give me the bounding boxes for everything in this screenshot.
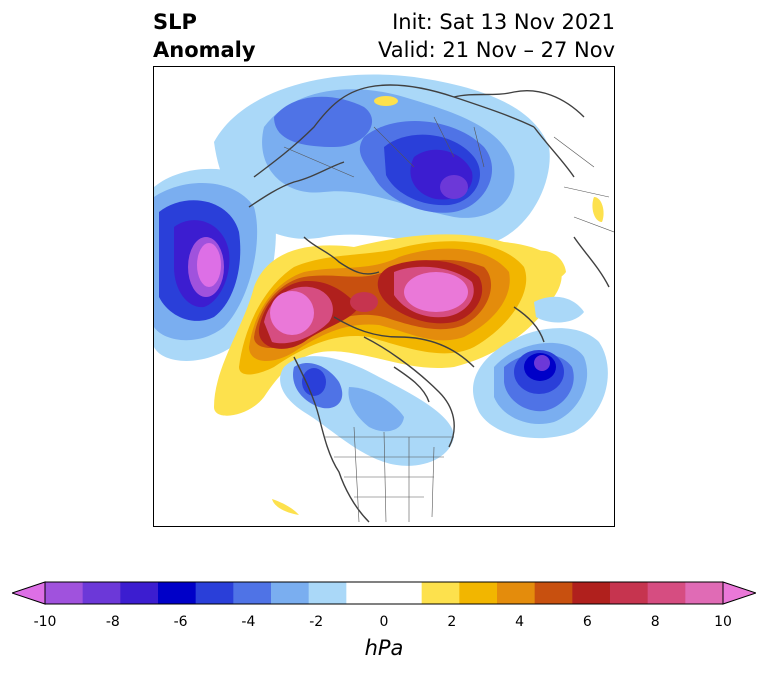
colorbar-segment bbox=[610, 582, 649, 604]
colorbar-extend-min bbox=[12, 581, 46, 605]
title-line-anomaly: Anomaly bbox=[153, 38, 256, 62]
colorbar-tick-label: -10 bbox=[33, 614, 57, 630]
colorbar-tick-label: 4 bbox=[515, 614, 525, 630]
colorbar-segment bbox=[271, 582, 310, 604]
colorbar-segment bbox=[158, 582, 197, 604]
colorbar-segment bbox=[421, 582, 460, 604]
title-line-slp: SLP bbox=[153, 10, 197, 34]
colorbar-segment bbox=[82, 582, 121, 604]
colorbar-tick-label: 8 bbox=[650, 614, 660, 630]
east-high bbox=[592, 197, 604, 222]
colorbar-segment bbox=[308, 582, 347, 604]
colorbar-segment bbox=[45, 582, 84, 604]
map-canvas bbox=[154, 74, 614, 523]
forecast-dates: Init: Sat 13 Nov 2021 Valid: 21 Nov – 27… bbox=[378, 8, 615, 64]
colorbar-units: hPa bbox=[364, 636, 404, 660]
colorbar-tick-label: -8 bbox=[105, 614, 120, 630]
colorbar-segment bbox=[384, 582, 423, 604]
valid-date: Valid: 21 Nov – 27 Nov bbox=[378, 38, 615, 62]
colorbar bbox=[12, 581, 756, 605]
subtropical-high bbox=[272, 499, 299, 515]
colorbar-tick-label: 10 bbox=[714, 614, 732, 630]
colorbar-extend-max bbox=[722, 581, 756, 605]
map-title: SLP Anomaly bbox=[153, 8, 256, 64]
colorbar-segment bbox=[120, 582, 159, 604]
colorbar-segment bbox=[647, 582, 686, 604]
colorbar-tick-label: 2 bbox=[447, 614, 457, 630]
north-america-low bbox=[280, 356, 454, 466]
positive-belt bbox=[214, 234, 562, 416]
north-atlantic-low bbox=[472, 296, 608, 439]
colorbar-segment bbox=[233, 582, 272, 604]
colorbar-tick-label: 0 bbox=[379, 614, 389, 630]
colorbar-segment bbox=[572, 582, 611, 604]
colorbar-outline bbox=[44, 581, 724, 605]
colorbar-tick-label: -6 bbox=[173, 614, 188, 630]
political-borders bbox=[283, 116, 614, 523]
colorbar-segment bbox=[346, 582, 385, 604]
colorbar-segment bbox=[497, 582, 536, 604]
colorbar-tick-label: -4 bbox=[241, 614, 256, 630]
europe-high bbox=[534, 250, 566, 280]
colorbar-tick-label: 6 bbox=[582, 614, 592, 630]
colorbar-segment bbox=[459, 582, 498, 604]
colorbar-segment bbox=[534, 582, 573, 604]
colorbar-segment bbox=[195, 582, 234, 604]
slp-anomaly-map bbox=[153, 66, 615, 527]
colorbar-segment bbox=[685, 582, 724, 604]
coastlines bbox=[248, 84, 610, 523]
siberia-low bbox=[214, 74, 550, 245]
init-date: Init: Sat 13 Nov 2021 bbox=[392, 10, 615, 34]
colorbar-tick-label: -2 bbox=[309, 614, 324, 630]
